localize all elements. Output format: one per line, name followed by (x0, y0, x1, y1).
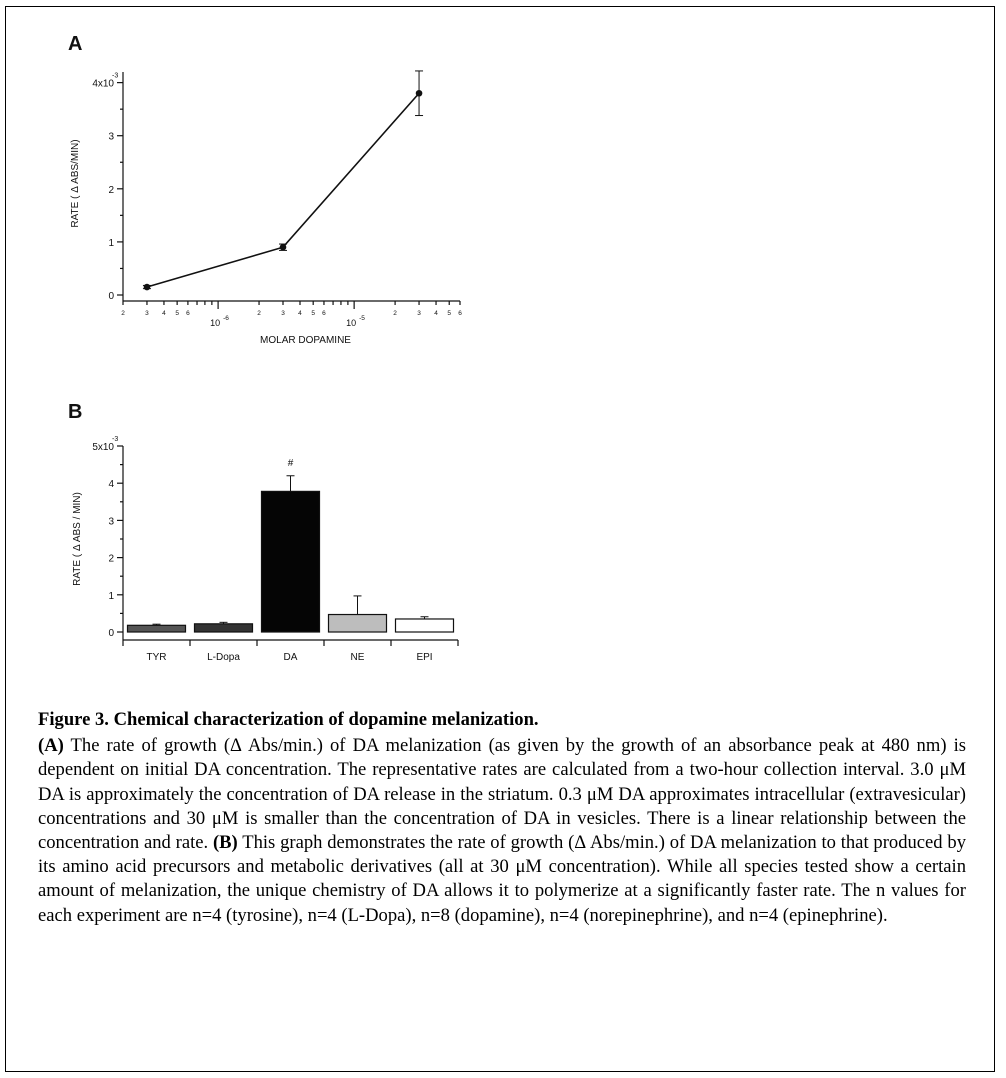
x-tick-exponent-a: -6 (223, 315, 229, 322)
x-minor-tick-label-a: 3 (417, 310, 421, 317)
x-minor-tick-label-a: 2 (393, 310, 397, 317)
x-minor-tick-label-a: 5 (175, 310, 179, 317)
y-tick-label-b: 4 (108, 479, 114, 490)
x-minor-tick-label-a: 4 (434, 310, 438, 317)
caption-b-text: This graph demonstrates the rate of grow… (38, 832, 966, 926)
y-tick-label-b: 2 (108, 554, 114, 565)
x-minor-tick-label-a: 3 (281, 310, 285, 317)
x-tick-label-a: 10 (210, 318, 220, 328)
x-minor-tick-label-a: 6 (458, 310, 462, 317)
bar-l-dopa (193, 623, 254, 633)
x-minor-tick-label-a: 6 (322, 310, 326, 317)
y-tick-exponent-b: -3 (112, 436, 118, 443)
x-minor-tick-label-a: 4 (298, 310, 302, 317)
y-axis-label-b: RATE ( Δ ABS / MIN) (72, 492, 83, 586)
x-tick-label-a: 10 (346, 318, 356, 328)
caption-title: Figure 3. Chemical characterization of d… (38, 709, 539, 730)
data-point-a (415, 89, 423, 97)
bar-tyr (126, 624, 187, 633)
data-point-a (279, 243, 287, 251)
x-tick-label-b: DA (284, 652, 298, 663)
x-minor-tick-label-a: 5 (311, 310, 315, 317)
x-minor-tick-label-a: 2 (257, 310, 261, 317)
chart-b: 0 1 2 3 4 5x10-3 RATE ( Δ ABS / MIN) TYR L-Dopa D… (72, 436, 459, 663)
y-tick-label-a: 0 (108, 291, 114, 302)
x-minor-tick-label-a: 2 (121, 310, 125, 317)
y-tick-label-b: 1 (108, 591, 114, 602)
y-tick-label-a: 3 (108, 132, 114, 143)
panel-a-letter: A (68, 33, 82, 55)
caption-a-label: (A) (38, 735, 64, 757)
x-minor-tick-label-a: 6 (186, 310, 190, 317)
x-tick-label-b: L-Dopa (207, 652, 240, 663)
x-minor-tick-label-a: 3 (145, 310, 149, 317)
y-axis-label-a: RATE ( Δ ABS/MIN) (70, 139, 81, 227)
figure-frame (5, 6, 995, 1072)
bar-ne (327, 613, 388, 633)
figure-caption: Figure 3. Chemical characterization of d… (38, 708, 966, 928)
y-tick-label-a: 1 (108, 238, 114, 249)
y-tick-label-b: 5x10 (92, 442, 114, 453)
x-tick-label-b: NE (351, 652, 365, 663)
x-minor-tick-label-a: 4 (162, 310, 166, 317)
data-point-a (143, 283, 151, 291)
y-tick-label-b: 3 (108, 516, 114, 527)
significance-marker: # (288, 458, 294, 469)
caption-a-text: The rate of growth (Δ Abs/min.) of DA me… (38, 735, 966, 854)
x-tick-label-b: TYR (147, 652, 167, 663)
y-tick-label-b: 0 (108, 628, 114, 639)
x-tick-exponent-a: -5 (359, 315, 365, 322)
series-line-a (146, 92, 420, 288)
x-tick-label-b: EPI (416, 652, 432, 663)
y-tick-label-a: 2 (108, 185, 114, 196)
y-tick-label-a: 4x10 (92, 79, 114, 90)
y-tick-exponent-a: -3 (112, 73, 118, 80)
x-minor-tick-label-a: 5 (447, 310, 451, 317)
bar-da (260, 490, 321, 633)
x-axis-label-a: MOLAR DOPAMINE (260, 335, 351, 346)
caption-b-label: (B) (212, 832, 238, 854)
panel-b-letter: B (68, 401, 82, 423)
bar-epi (394, 618, 455, 633)
